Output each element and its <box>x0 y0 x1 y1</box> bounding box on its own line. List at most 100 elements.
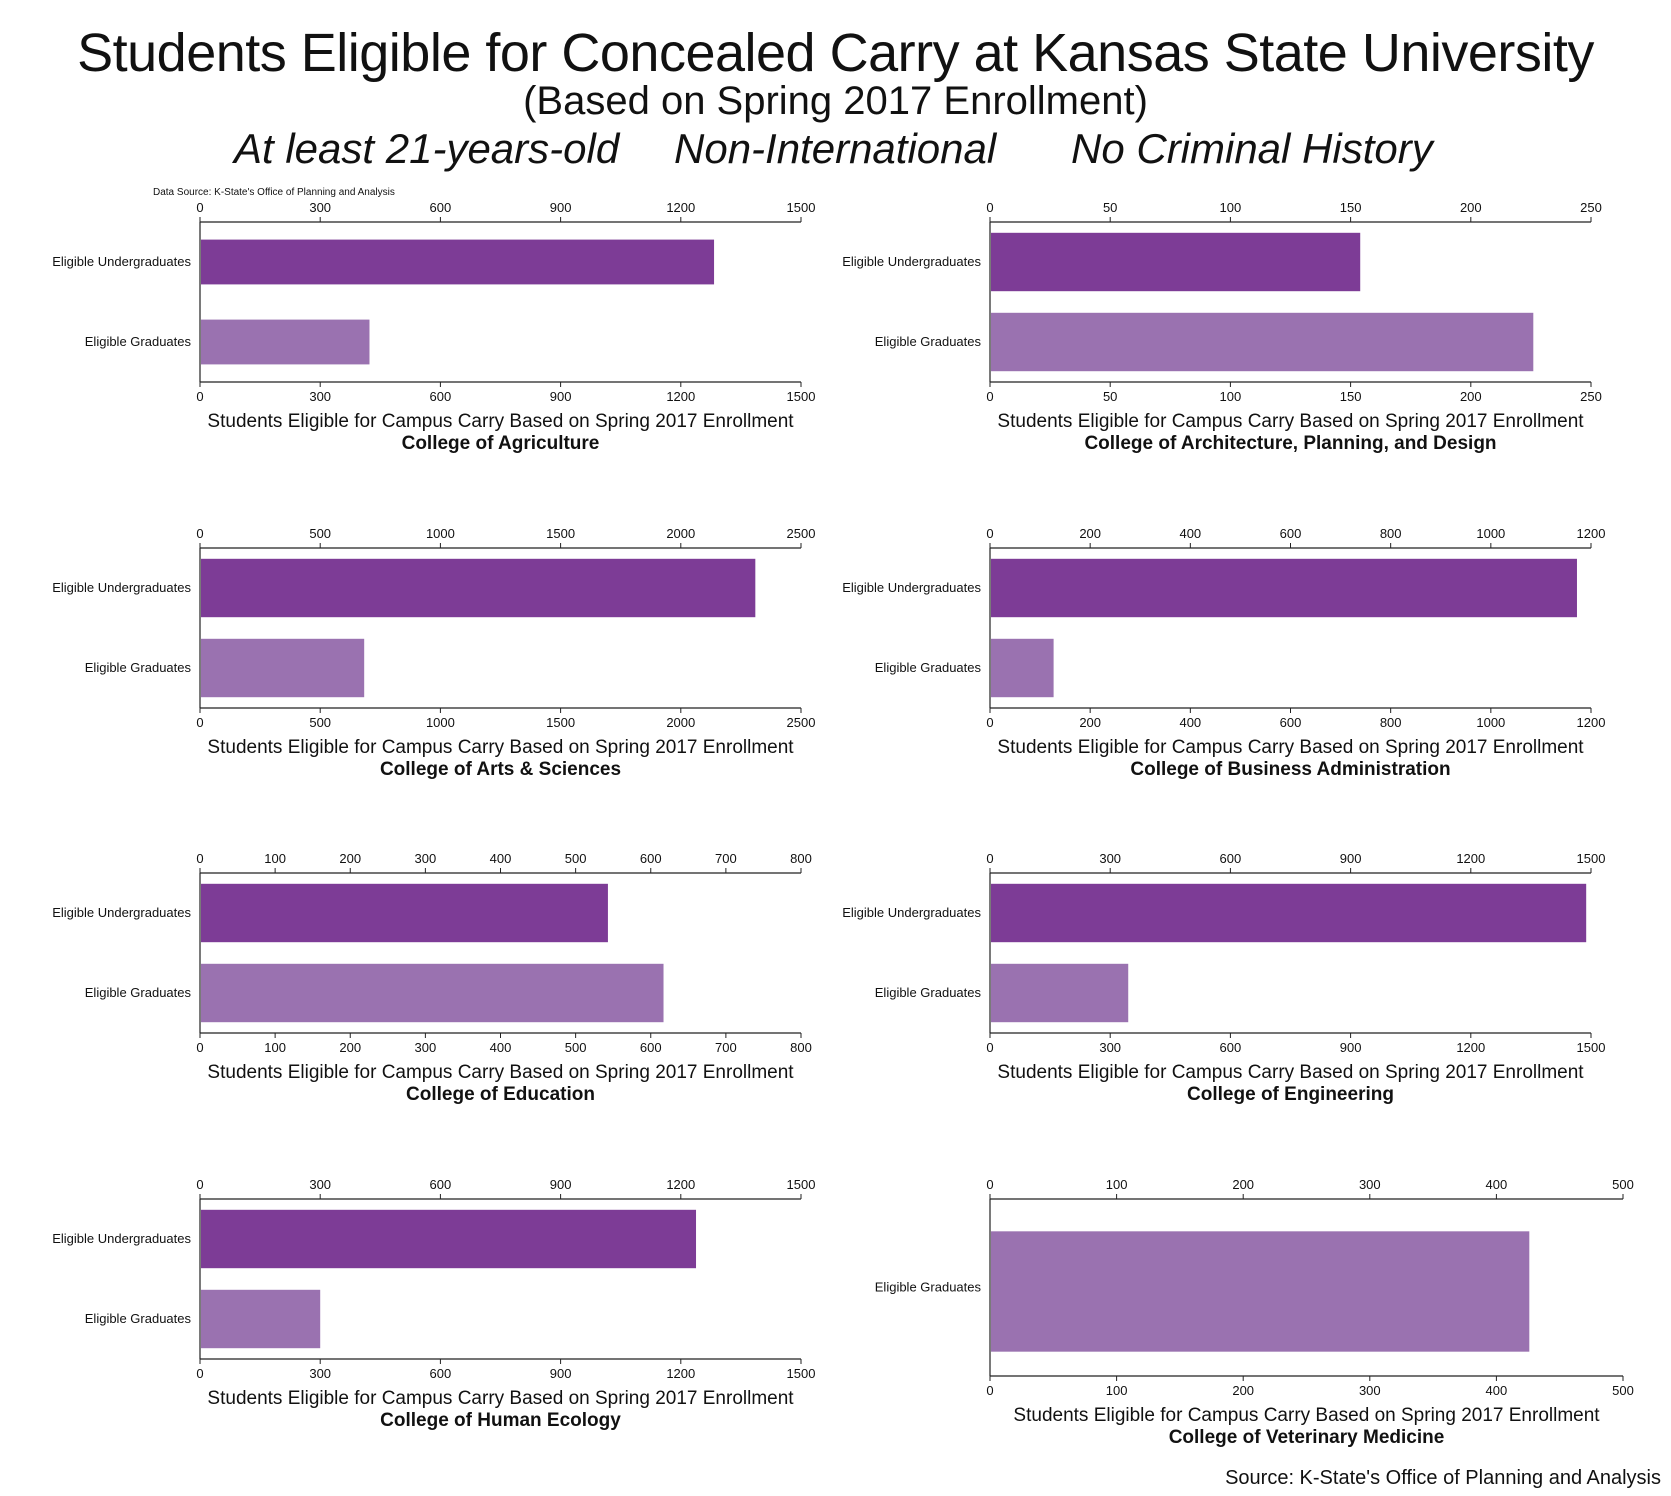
x-axis-label: Students Eligible for Campus Carry Based… <box>997 737 1584 758</box>
bottom-tick-label: 1500 <box>787 389 816 404</box>
bottom-tick-label: 0 <box>986 1383 993 1398</box>
top-tick-label: 0 <box>986 526 993 541</box>
top-tick-label: 250 <box>1580 200 1602 215</box>
bottom-tick-label: 0 <box>196 715 203 730</box>
x-axis-label: Students Eligible for Campus Carry Based… <box>207 737 794 758</box>
chart-title: College of Veterinary Medicine <box>1169 1427 1445 1448</box>
bottom-tick-label: 600 <box>1280 715 1302 730</box>
top-tick-label: 600 <box>430 1177 452 1192</box>
bottom-tick-label: 900 <box>1340 1040 1362 1055</box>
bar-graduates <box>991 638 1054 698</box>
top-tick-label: 300 <box>1099 851 1121 866</box>
bottom-tick-label: 1000 <box>1476 715 1505 730</box>
bottom-tick-label: 100 <box>1220 389 1242 404</box>
bottom-tick-label: 300 <box>309 389 331 404</box>
top-tick-label: 1500 <box>787 200 816 215</box>
chart-title: College of Education <box>406 1084 595 1105</box>
top-tick-label: 200 <box>1232 1177 1254 1192</box>
bottom-tick-label: 1500 <box>546 715 575 730</box>
bottom-tick-label: 50 <box>1103 389 1117 404</box>
top-tick-label: 900 <box>1340 851 1362 866</box>
top-tick-label: 0 <box>196 200 203 215</box>
top-tick-label: 0 <box>196 526 203 541</box>
bar-undergraduates <box>201 883 608 943</box>
top-tick-label: 400 <box>1179 526 1201 541</box>
category-label: Eligible Graduates <box>875 334 982 349</box>
criterion-no-criminal-history: No Criminal History <box>1071 125 1433 172</box>
bottom-tick-label: 500 <box>309 715 331 730</box>
bottom-tick-label: 0 <box>196 1040 203 1055</box>
bottom-tick-label: 100 <box>264 1040 286 1055</box>
data-source-note: Data Source: K-State's Office of Plannin… <box>153 187 395 198</box>
bottom-tick-label: 300 <box>1359 1383 1381 1398</box>
bar-graduates <box>201 1289 321 1349</box>
bottom-tick-label: 2000 <box>666 715 695 730</box>
bottom-tick-label: 500 <box>1612 1383 1634 1398</box>
bottom-tick-label: 300 <box>1099 1040 1121 1055</box>
top-tick-label: 400 <box>1486 1177 1508 1192</box>
top-tick-label: 1200 <box>1456 851 1485 866</box>
top-tick-label: 50 <box>1103 200 1117 215</box>
criterion-non-international: Non-International <box>674 125 997 172</box>
top-tick-label: 100 <box>264 851 286 866</box>
bar-undergraduates <box>201 239 715 285</box>
bottom-tick-label: 800 <box>1380 715 1402 730</box>
bar-graduates <box>201 638 365 698</box>
bar-undergraduates <box>201 558 756 618</box>
footer-source: Source: K-State's Office of Planning and… <box>1225 1467 1661 1489</box>
top-tick-label: 1500 <box>546 526 575 541</box>
bar-graduates <box>991 1231 1530 1352</box>
bottom-tick-label: 200 <box>339 1040 361 1055</box>
top-tick-label: 600 <box>430 200 452 215</box>
top-tick-label: 300 <box>309 1177 331 1192</box>
top-tick-label: 300 <box>415 851 437 866</box>
bottom-tick-label: 1500 <box>1577 1040 1606 1055</box>
bottom-tick-label: 600 <box>430 389 452 404</box>
top-tick-label: 600 <box>640 851 662 866</box>
x-axis-label: Students Eligible for Campus Carry Based… <box>997 1062 1584 1083</box>
top-tick-label: 1500 <box>1577 851 1606 866</box>
category-label: Eligible Undergraduates <box>842 580 981 595</box>
bottom-tick-label: 0 <box>196 1366 203 1381</box>
top-tick-label: 600 <box>1280 526 1302 541</box>
bottom-tick-label: 400 <box>1486 1383 1508 1398</box>
top-tick-label: 900 <box>550 1177 572 1192</box>
bar-graduates <box>201 319 370 365</box>
x-axis-label: Students Eligible for Campus Carry Based… <box>1013 1405 1600 1426</box>
bottom-tick-label: 200 <box>1460 389 1482 404</box>
top-tick-label: 400 <box>490 851 512 866</box>
x-axis-label: Students Eligible for Campus Carry Based… <box>997 411 1584 432</box>
bottom-tick-label: 600 <box>430 1366 452 1381</box>
category-label: Eligible Graduates <box>875 985 982 1000</box>
x-axis-label: Students Eligible for Campus Carry Based… <box>207 1062 794 1083</box>
bar-undergraduates <box>201 1209 697 1269</box>
bottom-tick-label: 1200 <box>666 1366 695 1381</box>
bar-graduates <box>201 963 664 1023</box>
bottom-tick-label: 0 <box>986 389 993 404</box>
top-tick-label: 1200 <box>666 1177 695 1192</box>
bottom-tick-label: 0 <box>986 715 993 730</box>
category-label: Eligible Undergraduates <box>52 254 191 269</box>
top-tick-label: 500 <box>309 526 331 541</box>
category-label: Eligible Undergraduates <box>842 254 981 269</box>
chart-title: College of Engineering <box>1187 1084 1394 1105</box>
top-tick-label: 100 <box>1220 200 1242 215</box>
category-label: Eligible Undergraduates <box>52 1231 191 1246</box>
top-tick-label: 150 <box>1340 200 1362 215</box>
top-tick-label: 200 <box>339 851 361 866</box>
top-tick-label: 0 <box>986 851 993 866</box>
bottom-tick-label: 250 <box>1580 389 1602 404</box>
bar-graduates <box>991 312 1534 372</box>
chart-title: College of Human Ecology <box>380 1410 621 1431</box>
top-tick-label: 1200 <box>1577 526 1606 541</box>
top-tick-label: 500 <box>565 851 587 866</box>
category-label: Eligible Undergraduates <box>52 905 191 920</box>
top-tick-label: 100 <box>1106 1177 1128 1192</box>
chart-title: College of Architecture, Planning, and D… <box>1084 433 1496 454</box>
bottom-tick-label: 1500 <box>787 1366 816 1381</box>
bottom-tick-label: 0 <box>986 1040 993 1055</box>
bottom-tick-label: 100 <box>1106 1383 1128 1398</box>
category-label: Eligible Undergraduates <box>842 905 981 920</box>
top-tick-label: 800 <box>1380 526 1402 541</box>
top-tick-label: 0 <box>196 1177 203 1192</box>
